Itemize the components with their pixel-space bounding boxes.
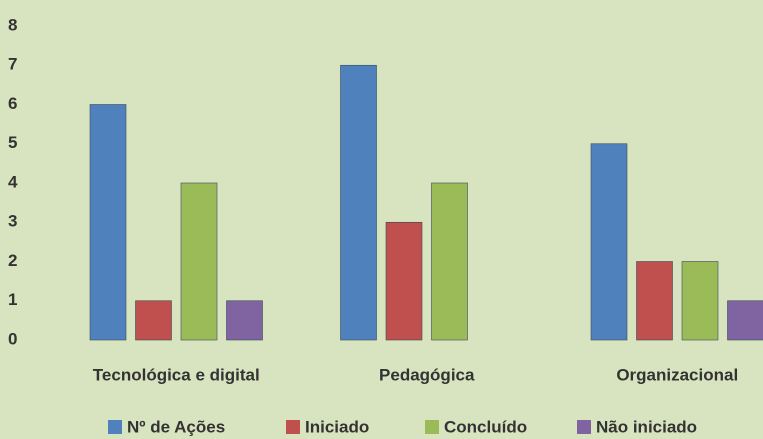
bar — [135, 300, 172, 341]
y-tick-label: 3 — [8, 212, 17, 231]
y-tick-label: 6 — [8, 94, 17, 113]
x-tick-label: Organizacional — [616, 365, 738, 384]
legend-label: Nº de Ações — [127, 417, 225, 436]
legend-label: Não iniciado — [596, 417, 697, 436]
y-tick-label: 0 — [8, 329, 17, 348]
bar — [636, 261, 673, 341]
legend-swatch — [286, 420, 300, 434]
bar — [180, 182, 218, 341]
bar — [340, 64, 377, 341]
legend-label: Iniciado — [305, 417, 369, 436]
bar — [727, 300, 763, 341]
y-tick-label: 7 — [8, 55, 17, 74]
y-tick-label: 2 — [8, 251, 17, 270]
legend-swatch — [577, 420, 591, 434]
bar — [226, 300, 263, 341]
y-tick-label: 8 — [8, 15, 17, 34]
x-tick-label: Tecnológica e digital — [93, 365, 260, 384]
x-tick-label: Pedagógica — [379, 365, 475, 384]
bar — [385, 221, 423, 341]
legend-swatch — [108, 420, 122, 434]
legend-swatch — [425, 420, 439, 434]
bar — [590, 143, 628, 341]
y-tick-label: 1 — [8, 290, 17, 309]
legend-label: Concluído — [444, 417, 527, 436]
bar — [89, 104, 127, 341]
y-tick-label: 5 — [8, 133, 17, 152]
bar — [681, 261, 719, 341]
bar — [431, 182, 468, 341]
y-tick-label: 4 — [8, 172, 18, 191]
